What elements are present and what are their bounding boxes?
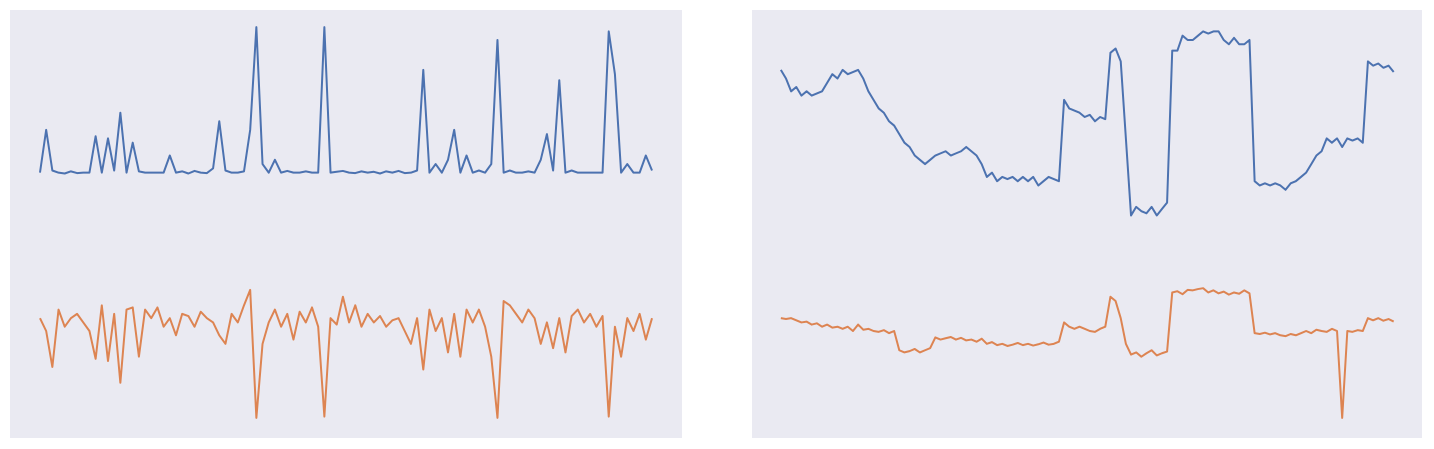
- line-series: [38, 26, 653, 175]
- line-series: [779, 30, 1395, 217]
- line-series: [780, 287, 1395, 419]
- plot-area: [10, 10, 682, 438]
- line-series: [39, 288, 653, 419]
- plot-area: [752, 10, 1422, 438]
